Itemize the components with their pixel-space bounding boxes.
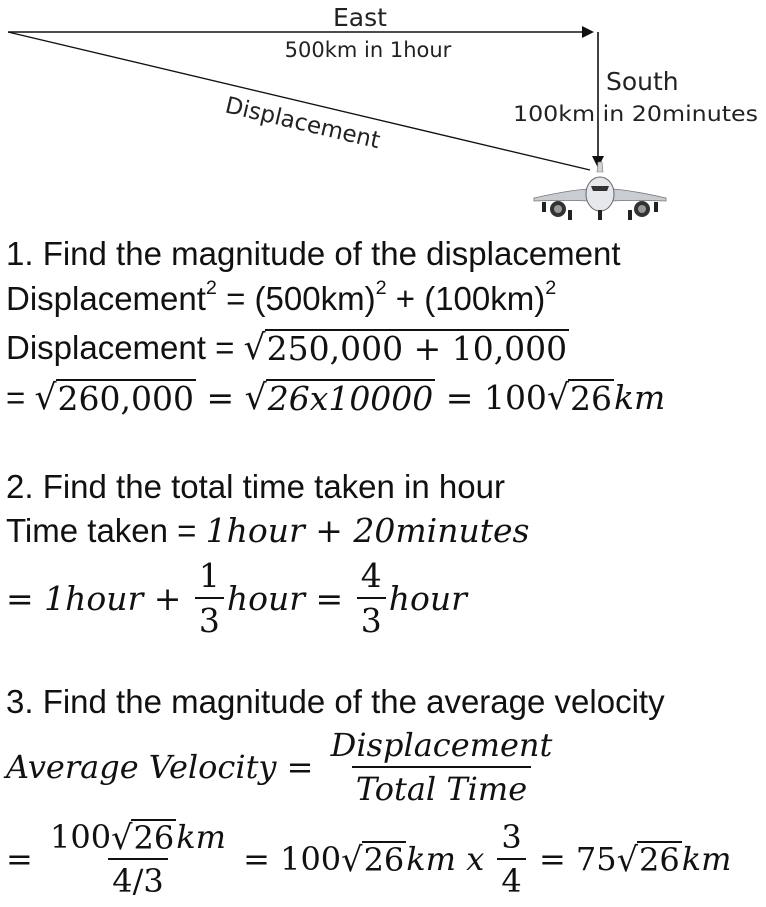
- denominator: Total Time: [351, 766, 532, 808]
- displacement-line: [7, 31, 591, 171]
- fraction: Displacement Total Time: [327, 726, 557, 808]
- radicand: 26: [568, 379, 615, 419]
- step1-eq1-term1: = (500km): [216, 280, 376, 317]
- unit: km: [681, 840, 732, 878]
- step2-eq1-rhs: 1hour + 20minutes: [205, 511, 530, 550]
- step2-eq1-lhs: Time taken =: [6, 512, 206, 549]
- displacement-diagram: East 500km in 1hour South 100km in 20min…: [7, 3, 758, 220]
- equals: =: [196, 378, 245, 417]
- south-detail: 100km in 20minutes: [513, 102, 758, 126]
- radicand: 26: [131, 818, 177, 857]
- step1-eq1-lhs: Displacement: [6, 280, 206, 317]
- exponent: 2: [205, 277, 217, 300]
- unit-times: km x: [406, 840, 495, 878]
- square-root: √ 26: [616, 839, 682, 879]
- coefficient: = 75: [528, 840, 617, 878]
- step2-eq2-c: hour: [388, 578, 467, 618]
- south-label: South: [606, 67, 679, 96]
- step1-equation-1: Displacement2 = (500km)2 + (100km)2: [6, 277, 557, 319]
- step1-equation-3: = √ 260,000 = √ 26x10000 = 100 √ 26 km: [6, 378, 665, 418]
- step1-eq1-term2: + (100km): [386, 280, 546, 317]
- step2-eq2-a: = 1hour +: [6, 578, 192, 618]
- step3-heading: 3. Find the magnitude of the average vel…: [6, 683, 665, 720]
- denominator: 3: [194, 597, 224, 640]
- step3-formula-lhs: Average Velocity =: [6, 748, 324, 786]
- square-root: √ 26: [546, 378, 615, 419]
- numerator: 4: [360, 556, 382, 595]
- radicand: 26: [637, 840, 682, 879]
- numerator: 100 √ 26 km: [46, 818, 230, 858]
- coefficient: 100: [49, 818, 112, 856]
- radicand: 26: [361, 840, 407, 879]
- exponent: 2: [545, 277, 557, 300]
- exponent: 2: [375, 277, 387, 300]
- numerator: Displacement: [330, 726, 553, 764]
- numerator: 3: [501, 818, 522, 856]
- denominator: 4: [497, 858, 526, 900]
- numerator: 1: [198, 556, 220, 595]
- step2-equation-1: Time taken = 1hour + 20minutes: [6, 511, 529, 551]
- step1-equation-2: Displacement = √ 250,000 + 10,000: [6, 328, 570, 369]
- denominator: 3: [356, 597, 386, 640]
- step3-eq2-prefix: =: [6, 840, 43, 878]
- square-root: √ 260,000: [34, 378, 196, 419]
- square-root: √ 26x10000: [244, 378, 436, 419]
- radicand: 250,000 + 10,000: [264, 329, 570, 369]
- unit: km: [176, 818, 226, 856]
- square-root: √ 250,000 + 10,000: [243, 328, 570, 369]
- step3-formula: Average Velocity = Displacement Total Tim…: [6, 726, 559, 808]
- step1-heading: 1. Find the magnitude of the displacemen…: [6, 235, 621, 272]
- radicand: 260,000: [55, 379, 196, 419]
- coefficient: = 100: [232, 840, 342, 878]
- denominator: 4/3: [108, 858, 168, 900]
- radicand: 26x10000: [265, 379, 436, 419]
- fraction: 100 √ 26 km 4/3: [46, 818, 230, 900]
- coefficient: = 100: [435, 378, 547, 417]
- east-detail: 500km in 1hour: [285, 38, 452, 62]
- step2-heading: 2. Find the total time taken in hour: [6, 468, 505, 505]
- step1-eq3-prefix: =: [6, 379, 35, 416]
- step2-eq2-b: hour =: [226, 578, 354, 618]
- east-label: East: [333, 3, 387, 32]
- square-root: √ 26: [111, 817, 177, 857]
- step1-eq2-lhs: Displacement =: [6, 329, 244, 366]
- unit: km: [614, 378, 666, 417]
- airplane-icon: [533, 161, 667, 220]
- square-root: √ 26: [341, 839, 407, 879]
